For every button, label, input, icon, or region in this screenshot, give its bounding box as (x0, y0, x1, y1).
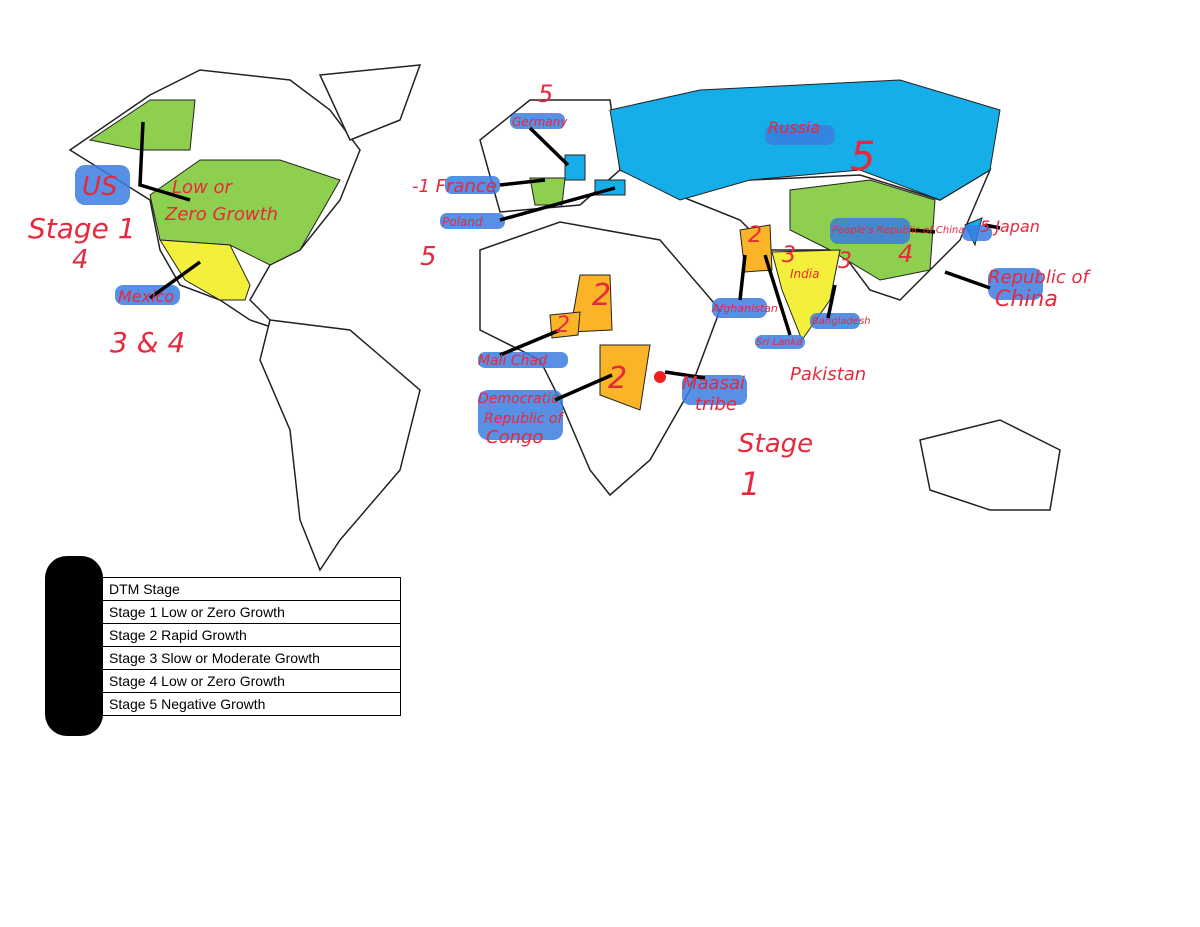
annotation: Mali Chad (478, 353, 547, 369)
annotation: Bangladesh (812, 316, 871, 327)
legend-cell: Stage 1 Low or Zero Growth (101, 600, 401, 624)
germany (564, 154, 586, 181)
annotation: tribe (695, 394, 737, 415)
annotation: People's Republic of China (832, 225, 964, 236)
annotation: -1 France (412, 176, 497, 197)
annotation: China (995, 287, 1058, 312)
highlight (75, 165, 130, 205)
legend-table: DTM Stage Stage 1 Low or Zero Growth Stag… (101, 577, 401, 716)
annotation: Stage 1 (28, 212, 136, 245)
legend-row: Stage 5 Negative Growth (101, 692, 401, 716)
annotation: 5 (420, 242, 437, 272)
annotation: Congo (486, 427, 543, 448)
annotation: 2 (748, 223, 762, 248)
highlight (830, 218, 910, 244)
annotation: 4 (72, 245, 89, 275)
annotation: Sri Lanka (756, 337, 802, 348)
annotation: US (82, 172, 118, 202)
annotation: Low or (172, 177, 233, 198)
highlight (478, 390, 563, 440)
annotation: 3 & 4 (110, 326, 185, 359)
annotation: 2 (608, 361, 627, 396)
annotation: 2 (592, 278, 611, 313)
annotation: 5 Japan (980, 217, 1040, 236)
legend-row: Stage 4 Low or Zero Growth (101, 669, 401, 693)
highlight (962, 225, 992, 241)
drc (599, 344, 651, 411)
highlight (765, 125, 835, 145)
annotation: India (790, 267, 819, 281)
legend-cell: Stage 4 Low or Zero Growth (101, 669, 401, 693)
greenland (318, 64, 422, 141)
mexico (159, 239, 251, 301)
annotation: 1 (740, 465, 760, 503)
annotation: Republic of (988, 267, 1091, 288)
annotation: Germany (512, 115, 568, 129)
highlight (445, 176, 500, 194)
highlight (510, 113, 565, 129)
legend-cell: Stage 3 Slow or Moderate Growth (101, 646, 401, 670)
annotation: 4 (898, 240, 913, 268)
legend-cell: Stage 5 Negative Growth (101, 692, 401, 716)
annotation: Russia (768, 118, 820, 137)
highlight (755, 335, 805, 349)
legend-row: Stage 3 Slow or Moderate Growth (101, 646, 401, 670)
highlight (988, 268, 1043, 300)
annotation: Poland (442, 215, 483, 229)
south-america (259, 319, 421, 572)
connectors (138, 121, 1001, 402)
annotation: Republic of (484, 411, 564, 427)
annotation: Pakistan (790, 364, 866, 385)
legend-header: DTM Stage (101, 577, 401, 601)
annotation: Afghanistan (711, 302, 778, 315)
annotation: 5 (850, 134, 875, 180)
annotation: 2 (556, 313, 570, 338)
legend-row: Stage 2 Rapid Growth (101, 623, 401, 647)
highlight (440, 213, 505, 229)
highlight (810, 313, 860, 329)
australia (919, 419, 1061, 511)
legend-header-row: DTM Stage (101, 577, 401, 601)
annotation: Democratic (478, 391, 559, 407)
annotation: 5 (538, 80, 553, 108)
annotation: 3 (838, 249, 852, 274)
annotation: Maasai (682, 373, 745, 394)
annotation: Stage (738, 429, 813, 459)
annotation: Mexico (118, 287, 174, 306)
legend-cell: Stage 2 Rapid Growth (101, 623, 401, 647)
annotation: Zero Growth (164, 204, 278, 225)
redaction (45, 556, 103, 736)
france (529, 177, 566, 206)
legend-row: Stage 1 Low or Zero Growth (101, 600, 401, 624)
highlight (682, 375, 747, 405)
annotation: 3 (782, 243, 796, 268)
highlight (712, 298, 767, 318)
maasai-region (654, 371, 666, 383)
